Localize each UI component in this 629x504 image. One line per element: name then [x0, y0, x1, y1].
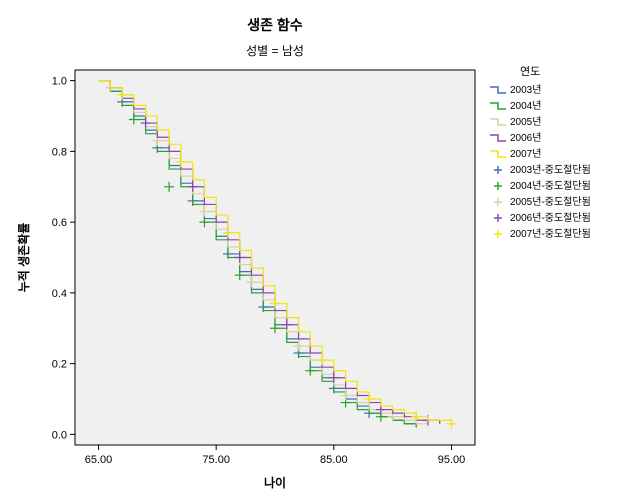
y-tick-label: 1.0: [52, 76, 67, 88]
x-tick-label: 75.00: [202, 454, 230, 466]
chart-svg: 생존 함수성별 = 남성 65.00 75.00 85.00 95.00 0.0 0.2 0.…: [0, 0, 629, 504]
y-tick-label: 0.4: [52, 288, 67, 300]
legend-label: 2005년: [510, 116, 541, 128]
plot-area: [75, 70, 475, 445]
y-tick-label: 0.6: [52, 217, 67, 229]
legend-label: 2003년-중도절단됨: [510, 163, 591, 176]
legend-label: 2006년: [510, 132, 541, 144]
y-tick-label: 0.8: [52, 146, 67, 158]
legend-title: 연도: [520, 65, 540, 78]
chart-subtitle: 성별 = 남성: [246, 44, 304, 58]
y-tick-label: 0.2: [52, 359, 67, 371]
legend-label: 2004년-중도절단됨: [510, 179, 591, 192]
legend-label: 2007년: [510, 148, 541, 160]
x-tick-label: 95.00: [438, 454, 466, 466]
legend-label: 2003년: [510, 84, 541, 96]
x-tick-label: 85.00: [320, 454, 348, 466]
legend-label: 2004년: [510, 100, 541, 112]
y-tick-label: 0.0: [52, 429, 67, 441]
y-axis-label: 누적 생존확률: [16, 223, 31, 293]
legend-label: 2007년-중도절단됨: [510, 227, 591, 240]
legend-label: 2005년-중도절단됨: [510, 195, 591, 208]
x-axis-label: 나이: [264, 475, 286, 490]
legend-label: 2006년-중도절단됨: [510, 211, 591, 224]
survival-chart: 생존 함수성별 = 남성 65.00 75.00 85.00 95.00 0.0 0.2 0.…: [0, 0, 629, 504]
chart-title: 생존 함수: [247, 17, 303, 33]
x-tick-label: 65.00: [85, 454, 113, 466]
